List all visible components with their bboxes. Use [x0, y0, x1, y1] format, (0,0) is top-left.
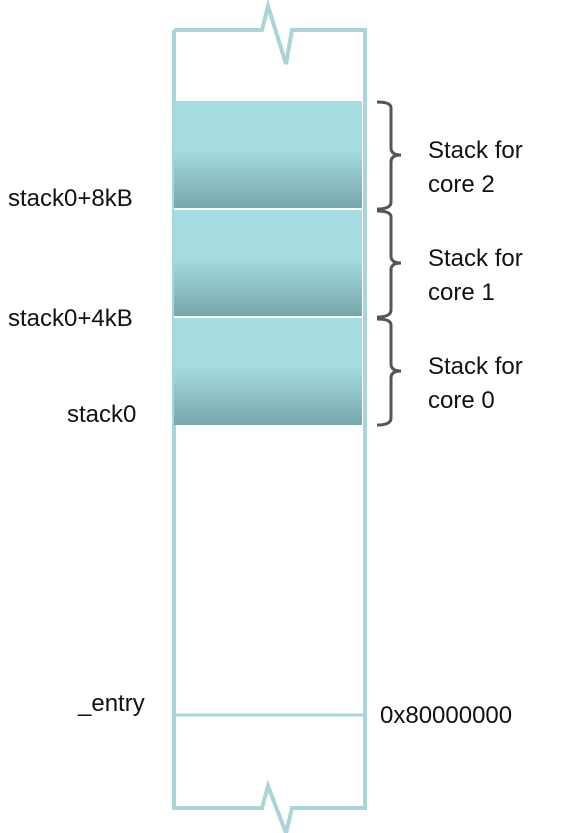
- brace-core-1: [376, 209, 402, 319]
- stack-label-core-2: Stack for core 2: [428, 137, 523, 198]
- stack-block-core-0: [174, 318, 362, 425]
- label-entry-address: 0x80000000: [380, 702, 513, 729]
- brace-core-0: [376, 317, 402, 427]
- stack-block-core-2: [174, 101, 362, 208]
- memory-column-bottom-outline: [172, 715, 367, 833]
- label-stack0-4kb: stack0+4kB: [8, 305, 133, 332]
- label-stack0-8kb: stack0+8kB: [8, 185, 133, 212]
- label-entry: _entry: [78, 690, 145, 717]
- brace-core-2: [376, 100, 402, 211]
- stack-block-core-1: [174, 210, 362, 316]
- stack-label-core-0: Stack for core 0: [428, 353, 523, 414]
- label-stack0: stack0: [67, 401, 137, 428]
- stack-label-core-1: Stack for core 1: [428, 245, 523, 306]
